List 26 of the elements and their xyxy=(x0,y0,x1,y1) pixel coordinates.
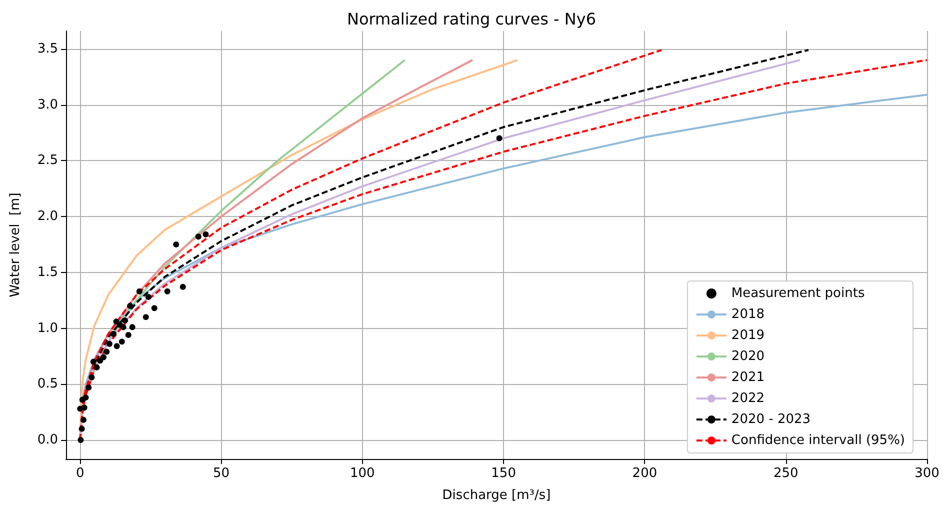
y-tick-label: 3.0 xyxy=(37,97,58,112)
x-tick-label: 100 xyxy=(350,466,375,481)
legend-label: 2019 xyxy=(731,328,765,343)
y-tick-label: 0.0 xyxy=(37,432,58,448)
y-tick-label: 1.5 xyxy=(37,264,58,280)
y-axis-title: Water level [m] xyxy=(8,192,23,298)
legend-label: Measurement points xyxy=(731,286,865,301)
chart-title: Normalized rating curves - Ny6 xyxy=(346,10,596,28)
legend-label: 2020 xyxy=(731,349,765,364)
y-tick-label: 0.5 xyxy=(37,376,58,392)
y-tick-label: 1.0 xyxy=(37,320,58,336)
x-tick-label: 150 xyxy=(491,466,516,481)
x-tick-label: 200 xyxy=(632,466,658,481)
legend-label: 2021 xyxy=(731,370,765,385)
y-tick-label: 2.5 xyxy=(37,153,58,168)
legend-label: 2022 xyxy=(731,391,765,406)
x-tick-label: 250 xyxy=(773,466,798,481)
x-tick-label: 50 xyxy=(212,466,230,481)
y-tick-label: 3.5 xyxy=(37,41,58,56)
y-tick-label: 2.0 xyxy=(37,209,58,224)
legend-label: Confidence intervall (95%) xyxy=(731,433,906,448)
x-tick-label: 0 xyxy=(76,466,84,481)
legend-label: 2018 xyxy=(731,307,765,322)
x-axis-title: Discharge [m³/s] xyxy=(442,488,551,503)
legend-label: 2020 - 2023 xyxy=(731,412,811,427)
x-tick-label: 300 xyxy=(914,466,940,481)
